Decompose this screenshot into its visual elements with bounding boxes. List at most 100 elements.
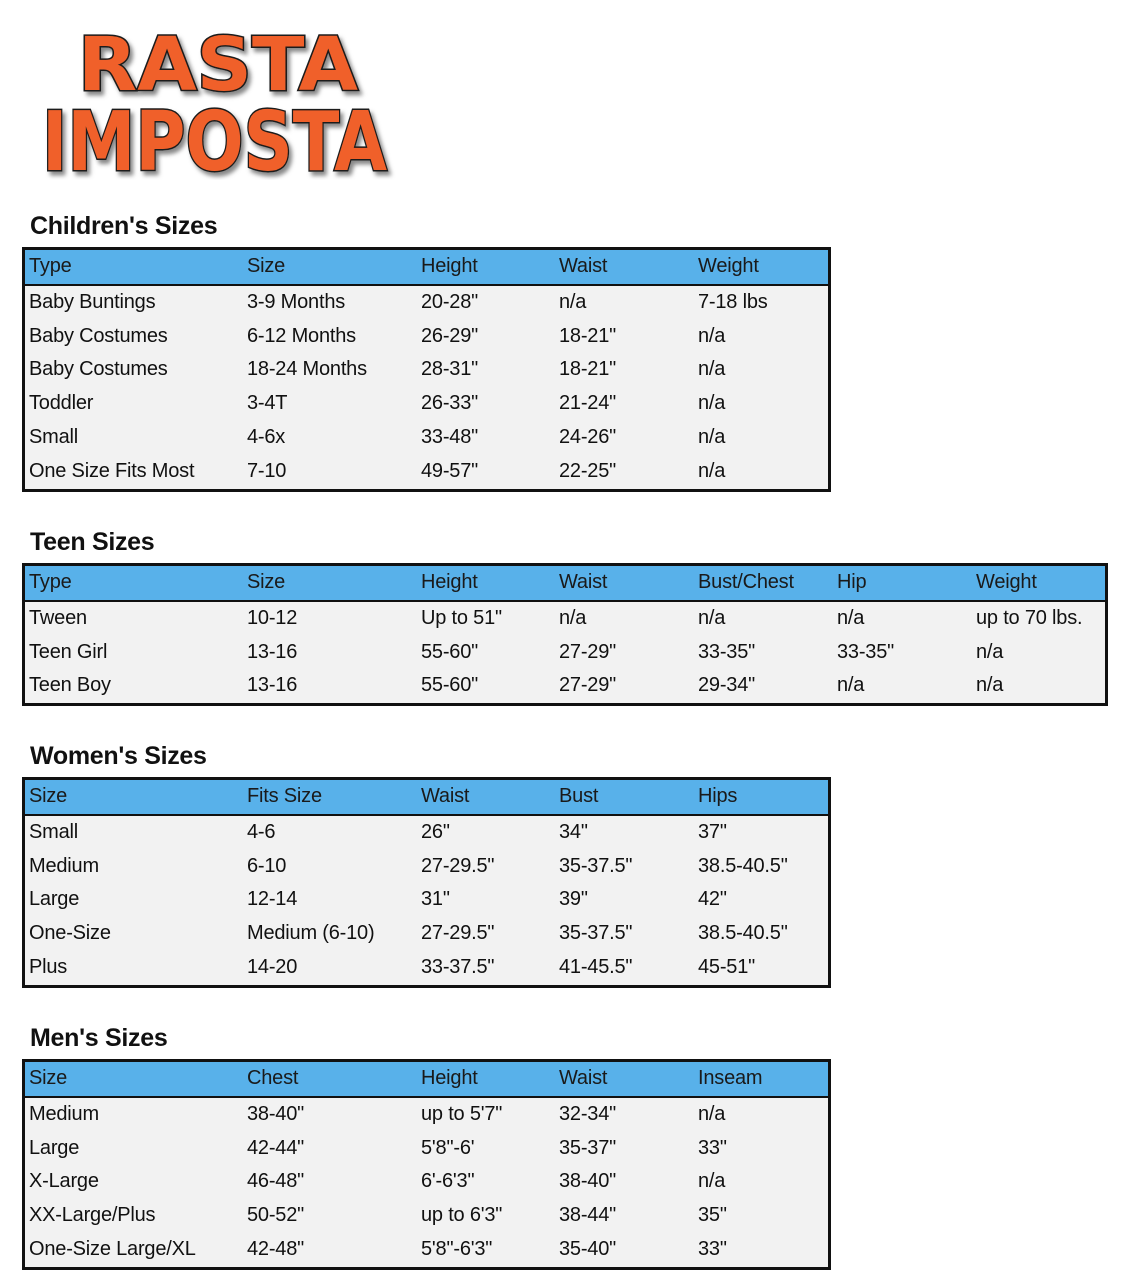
table-row: One Size Fits Most 7-10 49-57" 22-25" n/a [24, 455, 830, 490]
table-row: One-Size Large/XL 42-48" 5'8"-6'3" 35-40" 33… [24, 1233, 830, 1268]
table-row: Toddler 3-4T 26-33" 21-24" n/a [24, 387, 830, 421]
table-cell: 7-18 lbs [698, 290, 768, 313]
table-cell: n/a [698, 358, 726, 381]
table-cell: n/a [976, 674, 1004, 697]
table-cell: 38-44" [559, 1204, 617, 1227]
table-cell: 6-12 Months [247, 324, 356, 347]
table-row: Baby Costumes 6-12 Months 26-29" 18-21" n/a [24, 320, 830, 354]
table-row: Teen Boy 13-16 55-60" 27-29" 29-34" n/a n/a [24, 669, 1107, 704]
column-header: Type [29, 255, 72, 277]
column-header: Type [29, 571, 72, 593]
column-header: Waist [421, 785, 470, 807]
table-cell: 31" [421, 888, 450, 911]
table-cell: Tween [29, 606, 87, 629]
table-cell: 42" [698, 888, 727, 911]
column-header: Bust/Chest [698, 571, 794, 593]
table-cell: 55-60" [421, 640, 479, 663]
table-cell: 26-33" [421, 392, 479, 415]
table-cell: 3-4T [247, 392, 288, 415]
header-row: Size Fits Size Waist Bust Hips [23, 778, 830, 815]
table-cell: Medium (6-10) [247, 922, 375, 945]
table-row: Plus 14-20 33-37.5" 41-45.5" 45-51" [24, 951, 830, 986]
table-cell: One-Size Large/XL [29, 1237, 196, 1260]
table-cell: Large [29, 888, 80, 911]
table-cell: 14-20 [247, 955, 298, 978]
table-cell: n/a [976, 640, 1004, 663]
table-cell: n/a [698, 324, 726, 347]
table-row: Small 4-6x 33-48" 24-26" n/a [24, 421, 830, 455]
table-cell: 32-34" [559, 1102, 617, 1125]
teen-size-table: Type Size Height Waist Bust/Chest Hip Weight Tw… [22, 563, 1108, 707]
column-header: Hips [698, 785, 738, 807]
table-cell: up to 6'3" [421, 1204, 503, 1227]
table-cell: 41-45.5" [559, 955, 633, 978]
table-cell: 38.5-40.5" [698, 922, 788, 945]
column-header: Waist [559, 255, 608, 277]
rasta-imposta-logo: RASTA IMPOSTA [38, 10, 398, 192]
table-cell: 20-28" [421, 290, 479, 313]
table-cell: Toddler [29, 392, 94, 415]
table-cell: One-Size [29, 922, 111, 945]
table-cell: Teen Girl [29, 640, 108, 663]
table-cell: 42-48" [247, 1237, 305, 1260]
table-cell: Plus [29, 955, 68, 978]
column-header: Size [247, 571, 286, 593]
table-cell: 27-29.5" [421, 854, 495, 877]
table-cell: 33-37.5" [421, 955, 495, 978]
table-cell: 35" [698, 1204, 727, 1227]
table-cell: n/a [698, 425, 726, 448]
column-header: Waist [559, 571, 608, 593]
column-header: Height [421, 1067, 478, 1089]
table-row: Baby Costumes 18-24 Months 28-31" 18-21" n/a [24, 353, 830, 387]
table-cell: Up to 51" [421, 606, 502, 629]
table-cell: n/a [698, 459, 726, 482]
table-row: Medium 6-10 27-29.5" 35-37.5" 38.5-40.5" [24, 850, 830, 884]
table-cell: n/a [698, 1102, 726, 1125]
table-cell: 38-40" [247, 1102, 305, 1125]
table-row: Small 4-6 26" 34" 37" [24, 815, 830, 850]
table-cell: n/a [837, 674, 865, 697]
column-header: Height [421, 255, 478, 277]
header-row: Type Size Height Waist Weight [23, 248, 830, 285]
column-header: Fits Size [247, 785, 322, 807]
table-cell: 35-40" [559, 1237, 617, 1260]
table-cell: One Size Fits Most [29, 459, 195, 482]
table-row: One-Size Medium (6-10) 27-29.5" 35-37.5" 38.… [24, 917, 830, 951]
table-cell: up to 5'7" [421, 1102, 503, 1125]
table-cell: 38.5-40.5" [698, 854, 788, 877]
table-cell: 38-40" [559, 1170, 617, 1193]
table-cell: 13-16 [247, 674, 298, 697]
column-header: Inseam [698, 1067, 763, 1089]
column-header: Size [247, 255, 286, 277]
column-header: Bust [559, 785, 599, 807]
header-row: Size Chest Height Waist Inseam [23, 1060, 830, 1097]
column-header: Height [421, 571, 478, 593]
childrens-size-table: Type Size Height Waist Weight Baby Buntings 3-… [22, 247, 831, 492]
table-cell: 6-10 [247, 854, 287, 877]
table-cell: 24-26" [559, 425, 617, 448]
table-row: Large 42-44" 5'8"-6' 35-37" 33" [24, 1132, 830, 1166]
table-cell: 50-52" [247, 1204, 305, 1227]
table-cell: 34" [559, 820, 588, 843]
table-cell: 42-44" [247, 1136, 305, 1159]
table-cell: n/a [698, 606, 726, 629]
table-cell: Baby Buntings [29, 290, 156, 313]
teen-sizes-section: Teen Sizes Type Size Height Waist Bust/Chest… [22, 527, 1108, 707]
table-cell: 5'8"-6' [421, 1136, 475, 1159]
table-cell: 37" [698, 820, 727, 843]
section-title: Women's Sizes [30, 742, 207, 770]
table-cell: 33" [698, 1237, 727, 1260]
table-row: Large 12-14 31" 39" 42" [24, 883, 830, 917]
column-header: Chest [247, 1067, 299, 1089]
column-header: Size [29, 1067, 68, 1089]
table-cell: 46-48" [247, 1170, 305, 1193]
table-cell: 27-29" [559, 674, 617, 697]
table-cell: 49-57" [421, 459, 479, 482]
table-cell: 26" [421, 820, 450, 843]
table-cell: 35-37.5" [559, 922, 633, 945]
table-cell: 12-14 [247, 888, 298, 911]
table-row: Baby Buntings 3-9 Months 20-28" n/a 7-18 lbs [24, 285, 830, 320]
table-cell: 39" [559, 888, 588, 911]
table-cell: 10-12 [247, 606, 298, 629]
table-row: X-Large 46-48" 6'-6'3" 38-40" n/a [24, 1165, 830, 1199]
